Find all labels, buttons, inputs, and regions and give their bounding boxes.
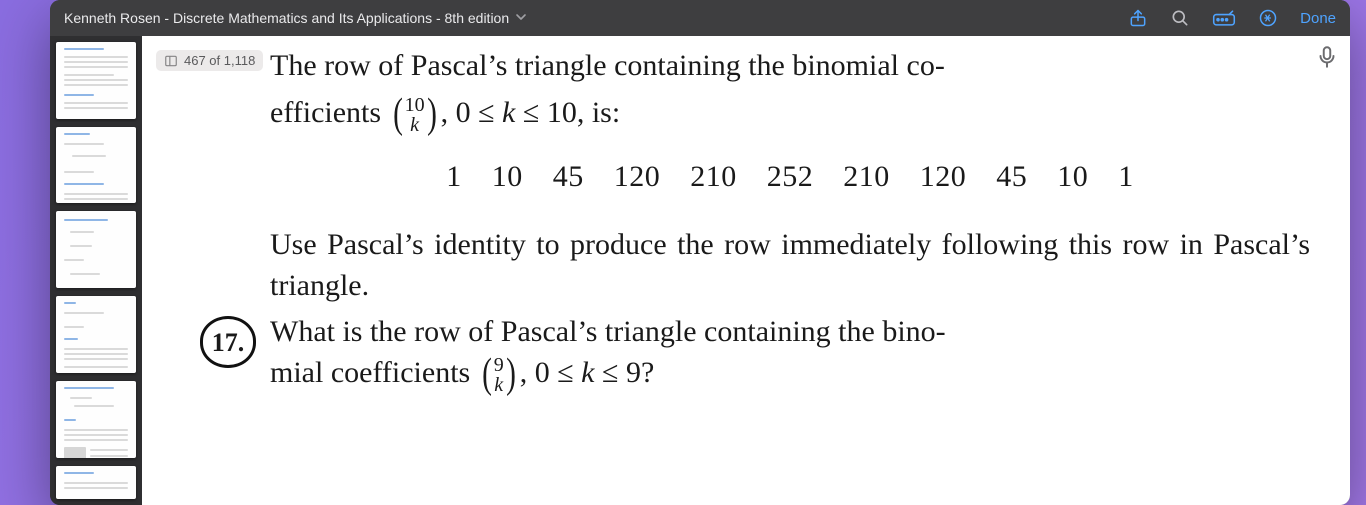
microphone-icon[interactable]: [1314, 44, 1340, 70]
binomial-9-k: (9k): [480, 355, 518, 395]
question-text: What is the row of Pascal’s triangle con…: [270, 312, 1310, 395]
text-line: The row of Pascal’s triangle containing …: [270, 46, 1310, 87]
document-body: The row of Pascal’s triangle containing …: [270, 46, 1310, 395]
page-indicator[interactable]: 467 of 1,118: [156, 50, 263, 71]
text-paragraph: Use Pascal’s identity to produce the row…: [270, 225, 1310, 306]
title-dropdown[interactable]: Kenneth Rosen - Discrete Mathematics and…: [64, 10, 1118, 26]
done-button[interactable]: Done: [1300, 10, 1336, 27]
content-row: 467 of 1,118 The row of Pascal’s triangl…: [50, 36, 1350, 505]
text-var: k: [502, 96, 515, 129]
text-fragment: efficients: [270, 96, 389, 129]
text-fragment: What is the row of Pascal’s triangle con…: [270, 315, 946, 348]
page-indicator-text: 467 of 1,118: [184, 53, 255, 68]
binomial-10-k: (10k): [391, 95, 439, 135]
text-line: efficients (10k), 0 ≤ k ≤ 10, is:: [270, 93, 1310, 135]
thumbnail-sidebar[interactable]: [50, 36, 142, 505]
page-thumbnail[interactable]: [56, 127, 136, 204]
chevron-down-icon: [515, 10, 527, 26]
question-17: 17. What is the row of Pascal’s triangle…: [270, 312, 1310, 395]
text-var: k: [581, 356, 594, 389]
page-thumbnail[interactable]: [56, 296, 136, 373]
search-icon[interactable]: [1170, 8, 1190, 28]
titlebar: Kenneth Rosen - Discrete Mathematics and…: [50, 0, 1350, 36]
circled-number: 17.: [200, 316, 256, 368]
text-fragment: mial coefficients: [270, 356, 478, 389]
binom-bot: k: [494, 375, 503, 395]
preview-window: Kenneth Rosen - Discrete Mathematics and…: [50, 0, 1350, 505]
text-fragment: , 0 ≤: [520, 356, 581, 389]
text-fragment: ≤ 10, is:: [515, 96, 620, 129]
pascal-row-values: 1 10 45 120 210 252 210 120 45 10 1: [270, 157, 1310, 198]
page-area[interactable]: 467 of 1,118 The row of Pascal’s triangl…: [142, 36, 1350, 505]
page-thumbnail[interactable]: [56, 211, 136, 288]
text-fragment: , 0 ≤: [441, 96, 502, 129]
text-fragment: ≤ 9?: [595, 356, 655, 389]
share-icon[interactable]: [1128, 8, 1148, 28]
page-thumbnail[interactable]: [56, 42, 136, 119]
binom-top: 9: [494, 355, 504, 375]
page-thumbnail[interactable]: [56, 466, 136, 499]
markup-icon[interactable]: [1212, 9, 1236, 27]
toolbar-right: Done: [1128, 8, 1336, 28]
binom-top: 10: [405, 95, 425, 115]
binom-bot: k: [410, 115, 419, 135]
page-thumbnail[interactable]: [56, 381, 136, 458]
highlighter-icon[interactable]: [1258, 8, 1278, 28]
document-title: Kenneth Rosen - Discrete Mathematics and…: [64, 10, 509, 26]
